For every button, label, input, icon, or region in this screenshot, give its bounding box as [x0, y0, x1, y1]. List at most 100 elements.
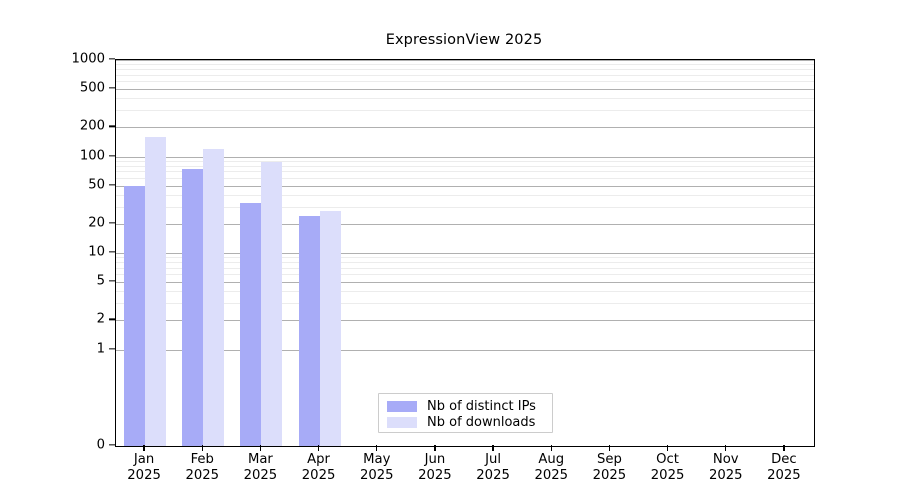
x-tick-label-month: Dec	[771, 452, 797, 467]
x-tick-label-month: Sep	[596, 452, 622, 467]
x-tick-mark	[666, 445, 669, 451]
legend-label-downloads: Nb of downloads	[427, 414, 536, 430]
x-tick-label-year: 2025	[650, 468, 685, 483]
gridline-minor	[116, 69, 814, 71]
x-tick-label: Sep 2025	[569, 452, 649, 484]
x-tick-label-year: 2025	[592, 468, 627, 483]
x-tick-label: Dec 2025	[744, 452, 824, 484]
x-tick-mark	[259, 445, 262, 451]
y-tick-label: 1	[96, 341, 105, 356]
gridline-major	[116, 156, 814, 158]
gridline-minor	[116, 64, 814, 66]
plot-area	[115, 59, 815, 447]
x-tick-label-month: Oct	[656, 452, 679, 467]
bar	[145, 136, 167, 446]
gridline-minor	[116, 171, 814, 173]
bar	[124, 185, 146, 446]
x-tick-label: Mar 2025	[220, 452, 300, 484]
x-tick-label-year: 2025	[708, 468, 743, 483]
x-tick-label-year: 2025	[301, 468, 336, 483]
x-tick-label-month: Jan	[133, 452, 155, 467]
chart-title: ExpressionView 2025	[385, 32, 543, 48]
legend-label-distinct-ips: Nb of distinct IPs	[427, 398, 536, 414]
x-tick-mark	[376, 445, 378, 451]
gridline-minor	[116, 267, 814, 269]
gridline-minor	[116, 81, 814, 83]
y-tick-label: 500	[79, 80, 105, 96]
x-tick-label-year: 2025	[185, 468, 220, 483]
legend-item: Nb of downloads	[387, 414, 552, 430]
x-tick-mark	[434, 445, 436, 451]
y-tick-label: 20	[88, 215, 105, 231]
bar	[182, 168, 204, 446]
y-tick-mark	[109, 222, 115, 224]
y-tick-mark	[109, 347, 115, 350]
gridline-major	[116, 320, 814, 322]
x-tick-label-month: May	[363, 452, 391, 467]
y-tick-label: 200	[79, 118, 105, 134]
x-tick-label-year: 2025	[359, 468, 394, 483]
gridline-minor	[116, 274, 814, 276]
x-tick-label-month: Aug	[538, 452, 565, 467]
bar	[298, 216, 320, 446]
x-tick-mark	[317, 445, 320, 451]
x-tick-label-month: Jul	[485, 452, 502, 467]
x-tick-label-year: 2025	[767, 468, 801, 483]
y-tick-mark	[109, 125, 115, 128]
y-tick-label: 5	[96, 273, 105, 289]
legend-swatch-distinct-ips	[387, 400, 417, 412]
y-tick-mark	[109, 154, 115, 157]
x-tick-label: Jul 2025	[453, 452, 533, 484]
y-tick-label: 50	[88, 177, 105, 193]
x-tick-mark	[608, 445, 611, 451]
x-tick-label-year: 2025	[418, 468, 452, 483]
bar	[203, 148, 225, 446]
gridline-major	[116, 185, 814, 187]
y-tick-label: 2	[96, 311, 105, 327]
x-tick-label-year: 2025	[127, 468, 161, 483]
x-tick-label: Nov 2025	[686, 452, 766, 484]
gridline-minor	[116, 110, 814, 112]
x-tick-mark	[492, 445, 494, 451]
x-tick-label-month: Nov	[712, 452, 739, 467]
legend-item: Nb of distinct IPs	[387, 398, 552, 414]
y-tick-mark	[109, 318, 115, 321]
x-tick-label: Apr 2025	[279, 452, 359, 484]
x-tick-label-month: Mar	[247, 452, 273, 467]
gridline-minor	[116, 291, 814, 293]
x-tick-label: Feb 2025	[162, 452, 242, 484]
x-tick-label: Oct 2025	[628, 452, 708, 484]
y-tick-label: 100	[79, 148, 105, 163]
bar	[319, 211, 341, 446]
bar	[261, 162, 283, 446]
gridline-major	[116, 60, 814, 61]
y-tick-label: 1000	[71, 51, 105, 67]
x-tick-mark	[725, 445, 727, 451]
gridline-minor	[116, 74, 814, 76]
x-tick-label-month: Apr	[307, 452, 330, 467]
x-tick-mark	[550, 445, 552, 451]
x-tick-label: Jun 2025	[395, 452, 475, 484]
x-tick-mark	[143, 445, 145, 451]
legend-swatch-downloads	[387, 416, 417, 428]
gridline-minor	[116, 194, 814, 196]
gridline-minor	[116, 160, 814, 162]
chart-legend: Nb of distinct IPs Nb of downloads	[378, 393, 553, 433]
x-tick-mark	[201, 445, 203, 451]
y-tick-mark	[109, 251, 115, 253]
x-tick-label-month: Jun	[424, 452, 446, 467]
gridline-major	[116, 89, 814, 91]
gridline-major	[116, 349, 814, 351]
y-tick-mark	[109, 280, 115, 282]
bar	[240, 202, 262, 446]
x-tick-label: Jan 2025	[104, 452, 184, 484]
x-tick-label-year: 2025	[476, 468, 510, 483]
gridline-minor	[116, 177, 814, 179]
y-tick-mark	[109, 444, 115, 446]
x-tick-mark	[783, 445, 785, 451]
gridline-minor	[116, 262, 814, 264]
x-tick-label-month: Feb	[190, 452, 214, 467]
gridline-major	[116, 223, 814, 225]
x-tick-label: Aug 2025	[511, 452, 591, 484]
